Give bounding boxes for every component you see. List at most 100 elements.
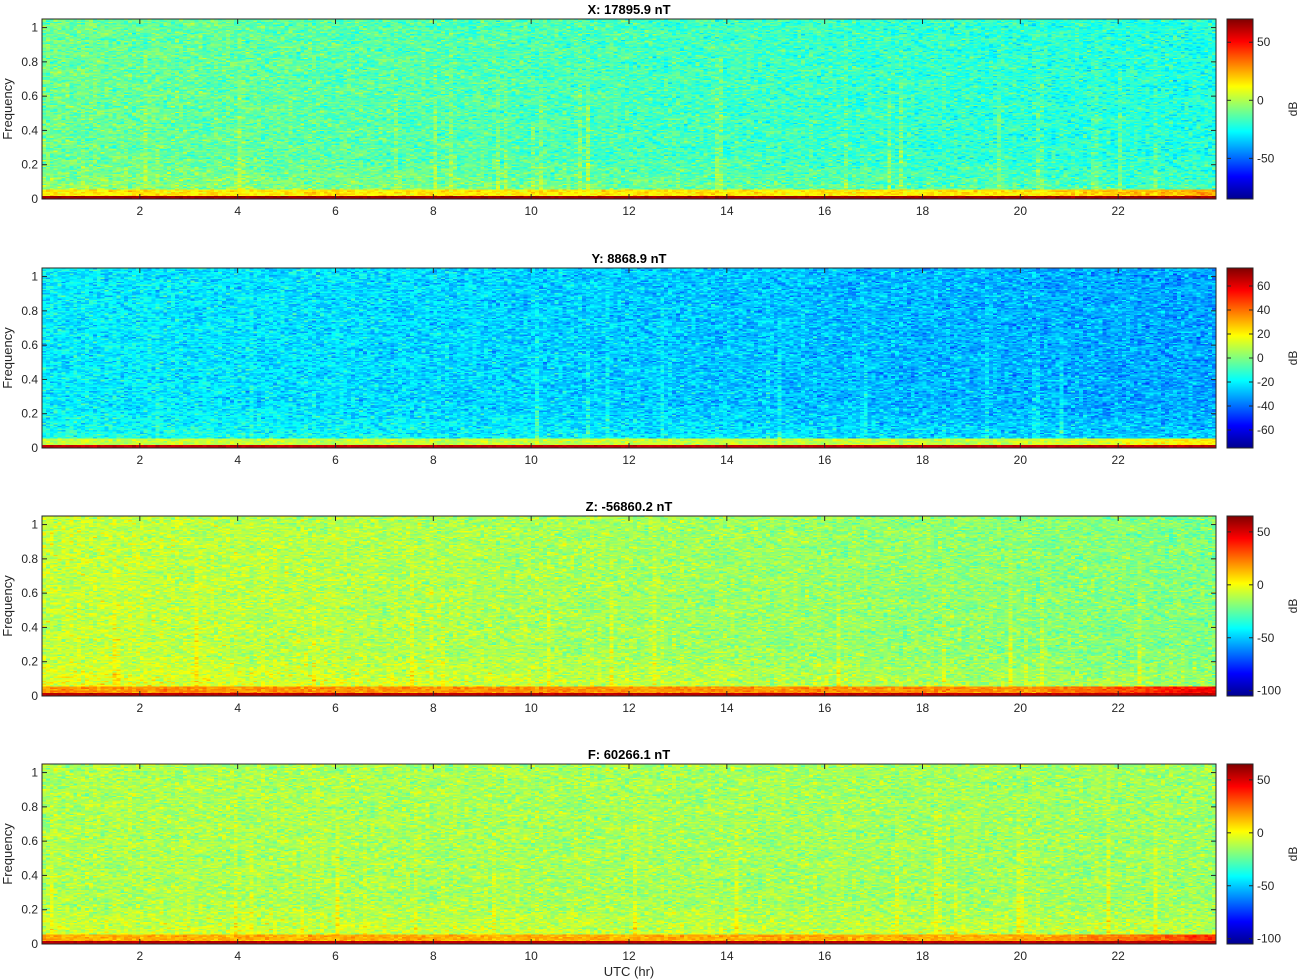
x-tick-label: 16 — [818, 949, 832, 963]
y-tick-label: 1 — [31, 766, 38, 780]
y-tick-label: 0.2 — [21, 407, 38, 421]
spectrogram-image — [42, 19, 1216, 199]
y-axis-label: Frequency — [0, 78, 15, 140]
colorbar-tick-label: -50 — [1257, 631, 1275, 645]
x-tick-label: 2 — [136, 204, 143, 218]
colorbar-tick-label: -50 — [1257, 879, 1275, 893]
colorbar-tick-label: 20 — [1257, 327, 1271, 341]
colorbar-tick-label: 0 — [1257, 826, 1264, 840]
y-tick-label: 0.2 — [21, 158, 38, 172]
colorbar-tick-label: -40 — [1257, 399, 1275, 413]
y-tick-label: 0.8 — [21, 552, 38, 566]
x-tick-label: 20 — [1014, 453, 1028, 467]
colorbar — [1226, 18, 1254, 200]
x-tick-label: 10 — [524, 949, 538, 963]
x-tick-label: 18 — [916, 701, 930, 715]
colorbar-tick-label: 50 — [1257, 525, 1271, 539]
y-tick-label: 1 — [31, 21, 38, 35]
x-tick-label: 16 — [818, 204, 832, 218]
panel-title: Y: 8868.9 nT — [592, 251, 667, 266]
x-tick-label: 14 — [720, 949, 734, 963]
y-tick-label: 0.8 — [21, 800, 38, 814]
x-tick-label: 12 — [622, 949, 636, 963]
x-tick-label: 10 — [524, 453, 538, 467]
y-tick-label: 0.8 — [21, 55, 38, 69]
colorbar-tick-label: -20 — [1257, 375, 1275, 389]
x-tick-label: 2 — [136, 701, 143, 715]
y-tick-label: 1 — [31, 518, 38, 532]
y-tick-label: 0 — [31, 192, 38, 206]
x-tick-label: 4 — [234, 204, 241, 218]
x-tick-label: 16 — [818, 701, 832, 715]
colorbar-tick-label: 0 — [1257, 351, 1264, 365]
colorbar-tick-label: 40 — [1257, 303, 1271, 317]
y-tick-label: 1 — [31, 270, 38, 284]
colorbar-tick-label: -100 — [1257, 932, 1281, 946]
y-axis-label: Frequency — [0, 823, 15, 885]
x-tick-label: 6 — [332, 453, 339, 467]
x-tick-label: 8 — [430, 453, 437, 467]
x-tick-label: 14 — [720, 453, 734, 467]
y-tick-label: 0 — [31, 937, 38, 951]
colorbar-tick-label: -100 — [1257, 684, 1281, 698]
spectrogram-panel-y: Y: 8868.9 nT2 4 6 8 10 12 14 16 18 20 2200.20.40.6… — [0, 251, 1300, 467]
y-tick-label: 0 — [31, 441, 38, 455]
x-tick-label: 22 — [1111, 701, 1125, 715]
x-tick-label: 12 — [622, 204, 636, 218]
x-tick-label: 18 — [916, 204, 930, 218]
panel-title: X: 17895.9 nT — [587, 2, 670, 17]
y-tick-label: 0.4 — [21, 620, 38, 634]
colorbar-tick-label: 0 — [1257, 578, 1264, 592]
x-tick-label: 4 — [234, 701, 241, 715]
colorbar-tick-label: 50 — [1257, 35, 1271, 49]
x-tick-label: 12 — [622, 453, 636, 467]
x-tick-label: 10 — [524, 204, 538, 218]
x-tick-label: 6 — [332, 701, 339, 715]
panel-title: F: 60266.1 nT — [588, 747, 670, 762]
x-tick-label: 6 — [332, 949, 339, 963]
x-axis-label: UTC (hr) — [604, 964, 655, 979]
y-tick-label: 0.4 — [21, 123, 38, 137]
panel-title: Z: -56860.2 nT — [586, 499, 673, 514]
colorbar-label: dB — [1286, 102, 1300, 117]
x-tick-label: 20 — [1014, 701, 1028, 715]
x-tick-label: 2 — [136, 949, 143, 963]
x-tick-label: 8 — [430, 701, 437, 715]
spectrogram-image — [42, 516, 1216, 696]
colorbar-tick-label: -50 — [1257, 151, 1275, 165]
y-axis-label: Frequency — [0, 575, 15, 637]
y-tick-label: 0.6 — [21, 586, 38, 600]
x-tick-label: 8 — [430, 949, 437, 963]
y-tick-label: 0.2 — [21, 903, 38, 917]
colorbar-label: dB — [1286, 351, 1300, 366]
spectrogram-panel-z: Z: -56860.2 nT2 4 6 8 10 12 14 16 18 20 2200.20.40… — [0, 499, 1300, 715]
y-axis-label: Frequency — [0, 327, 15, 389]
x-tick-label: 22 — [1111, 204, 1125, 218]
x-tick-label: 18 — [916, 453, 930, 467]
y-tick-label: 0.4 — [21, 372, 38, 386]
spectrogram-image — [42, 268, 1216, 448]
colorbar-tick-label: 60 — [1257, 279, 1271, 293]
colorbar-tick-label: 50 — [1257, 773, 1271, 787]
colorbar — [1226, 267, 1254, 449]
y-tick-label: 0.8 — [21, 304, 38, 318]
y-tick-label: 0.6 — [21, 338, 38, 352]
colorbar — [1226, 763, 1254, 945]
spectrogram-image — [42, 764, 1216, 944]
spectrogram-panel-x: X: 17895.9 nT2 4 6 8 10 12 14 16 18 20 2200.20.40.… — [0, 2, 1300, 218]
x-tick-label: 4 — [234, 949, 241, 963]
x-tick-label: 2 — [136, 453, 143, 467]
x-tick-label: 16 — [818, 453, 832, 467]
spectrogram-panel-f: F: 60266.1 nT2 4 6 8 10 12 14 16 18 20 2200.20.40.… — [0, 747, 1300, 979]
colorbar-tick-label: -60 — [1257, 423, 1275, 437]
colorbar-label: dB — [1286, 599, 1300, 614]
x-tick-label: 8 — [430, 204, 437, 218]
x-tick-label: 22 — [1111, 453, 1125, 467]
x-tick-label: 22 — [1111, 949, 1125, 963]
x-tick-label: 4 — [234, 453, 241, 467]
x-tick-label: 20 — [1014, 949, 1028, 963]
colorbar-tick-label: 0 — [1257, 93, 1264, 107]
x-tick-label: 12 — [622, 701, 636, 715]
y-tick-label: 0 — [31, 689, 38, 703]
